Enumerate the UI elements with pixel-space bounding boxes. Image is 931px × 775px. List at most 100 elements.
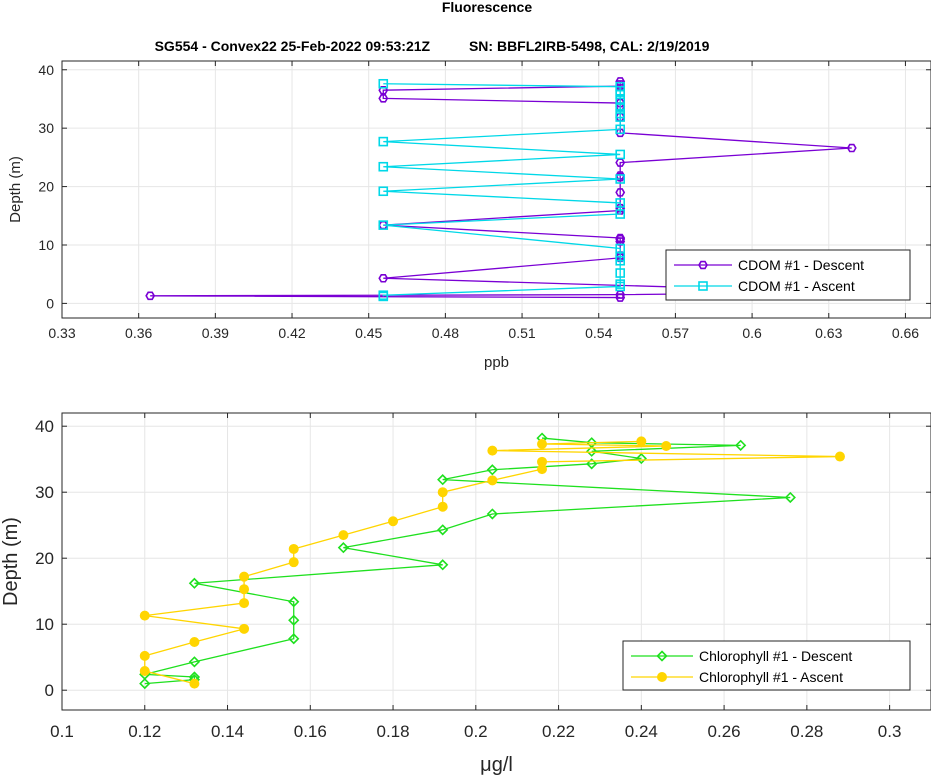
- y-axis-label: Depth (m): [0, 517, 22, 606]
- series-line: [150, 81, 852, 299]
- data-point: [615, 81, 626, 92]
- data-point: [189, 637, 200, 648]
- legend-label: Chlorophyll #1 - Ascent: [699, 669, 843, 685]
- data-point: [139, 650, 150, 661]
- x-tick-label: 0.6: [742, 325, 762, 341]
- y-tick-label: 10: [38, 237, 54, 253]
- legend-entry: CDOM #1 - Descent: [674, 257, 864, 273]
- x-tick-label: 0.26: [708, 722, 741, 741]
- x-tick-label: 0.42: [278, 325, 305, 341]
- data-point: [437, 559, 449, 571]
- data-point: [784, 491, 796, 504]
- y-tick-label: 30: [35, 483, 54, 502]
- data-point: [288, 557, 299, 568]
- legend-label: Chlorophyll #1 - Descent: [699, 648, 852, 664]
- series-2: [139, 436, 845, 689]
- series-line: [144, 437, 791, 685]
- x-tick-label: 0.36: [125, 325, 152, 341]
- x-tick-label: 0.48: [432, 325, 459, 341]
- data-point: [834, 451, 845, 462]
- data-point: [288, 543, 299, 554]
- legend-entry: CDOM #1 - Ascent: [674, 278, 855, 294]
- data-point: [139, 666, 150, 677]
- data-point: [437, 474, 449, 486]
- data-point: [615, 203, 626, 213]
- y-tick-label: 30: [38, 120, 54, 136]
- data-point: [188, 577, 201, 589]
- data-point: [189, 678, 200, 689]
- data-point: [586, 437, 598, 449]
- data-point: [615, 268, 626, 278]
- axes-box: [61, 412, 931, 711]
- data-point: [288, 596, 300, 608]
- x-tick-label: 0.45: [355, 325, 382, 341]
- data-point: [378, 220, 389, 230]
- y-tick-label: 10: [35, 615, 54, 634]
- x-tick-label: 0.39: [202, 325, 229, 341]
- x-tick-label: 0.66: [892, 325, 919, 341]
- chart-1-cdom: 0.33 0.36 0.39 0.42 0.45 0.48 0.51 0.54 0.57 0.6 0…: [7, 60, 931, 371]
- data-point: [239, 623, 250, 634]
- data-point: [338, 530, 349, 541]
- data-point: [615, 174, 626, 184]
- data-point: [437, 524, 449, 536]
- x-tick-label: 0.33: [48, 325, 75, 341]
- data-point: [635, 452, 647, 465]
- data-point: [661, 441, 672, 451]
- y-tick-label: 0: [46, 295, 54, 311]
- series-line: [382, 83, 621, 297]
- x-tick-label: 0.28: [790, 722, 823, 741]
- x-tick-label: 0.14: [211, 722, 244, 741]
- legend-entry: Chlorophyll #1 - Ascent: [631, 669, 843, 685]
- data-point: [378, 186, 389, 197]
- data-point: [378, 85, 389, 95]
- series-2: [378, 78, 626, 302]
- data-point: [615, 149, 626, 160]
- x-tick-label: 0.2: [464, 722, 488, 741]
- data-point: [846, 143, 857, 153]
- x-tick-label: 0.18: [377, 722, 410, 741]
- data-point: [378, 136, 389, 147]
- legend-label: CDOM #1 - Ascent: [738, 278, 855, 294]
- x-axis-label: μg/l: [480, 754, 513, 775]
- data-point: [378, 94, 389, 103]
- x-tick-label: 0.57: [662, 325, 689, 341]
- y-tick-label: 20: [35, 549, 54, 568]
- x-tick-label: 0.63: [815, 325, 842, 341]
- y-tick-label: 40: [35, 417, 54, 436]
- legend-entry: Chlorophyll #1 - Descent: [631, 648, 852, 664]
- legend-box: [622, 640, 911, 691]
- legend-marker: [657, 672, 667, 682]
- tick-labels: 0.33 0.36 0.39 0.42 0.45 0.48 0.51 0.54 0.57 0.6 0…: [38, 61, 931, 341]
- legend: Chlorophyll #1 - Descent Chlorophyll #1 -…: [622, 640, 911, 691]
- data-point: [239, 598, 250, 609]
- chart-2-chlorophyll: 0.1 0.12 0.14 0.16 0.18 0.2 0.22 0.24 0.26 0.28 0.…: [0, 412, 931, 775]
- data-point: [378, 274, 389, 283]
- data-point: [487, 475, 498, 486]
- data-point: [378, 161, 389, 172]
- legend-marker: [698, 281, 708, 291]
- data-point: [615, 233, 626, 243]
- legend-box: [665, 249, 911, 301]
- data-point: [615, 108, 626, 119]
- axes-box: [61, 60, 931, 319]
- data-point: [615, 279, 626, 289]
- x-tick-label: 0.51: [508, 325, 535, 341]
- data-point: [615, 95, 626, 105]
- data-point: [615, 209, 626, 219]
- x-tick-label: 0.24: [625, 722, 658, 741]
- data-point: [337, 542, 350, 554]
- x-tick-label: 0.54: [585, 325, 612, 341]
- data-point: [437, 501, 448, 512]
- data-point: [537, 456, 548, 467]
- x-tick-label: 0.3: [878, 722, 902, 741]
- x-tick-label: 0.1: [50, 722, 74, 741]
- data-point: [378, 78, 389, 89]
- chart-1-title: SG554 - Convex22 25-Feb-2022 09:53:21Z S…: [155, 38, 710, 54]
- data-point: [615, 243, 626, 254]
- data-point: [586, 458, 598, 470]
- legend: CDOM #1 - Descent CDOM #1 - Ascent: [665, 249, 911, 301]
- x-axis-label: ppb: [484, 354, 509, 371]
- data-point: [239, 584, 250, 595]
- data-point: [615, 188, 626, 197]
